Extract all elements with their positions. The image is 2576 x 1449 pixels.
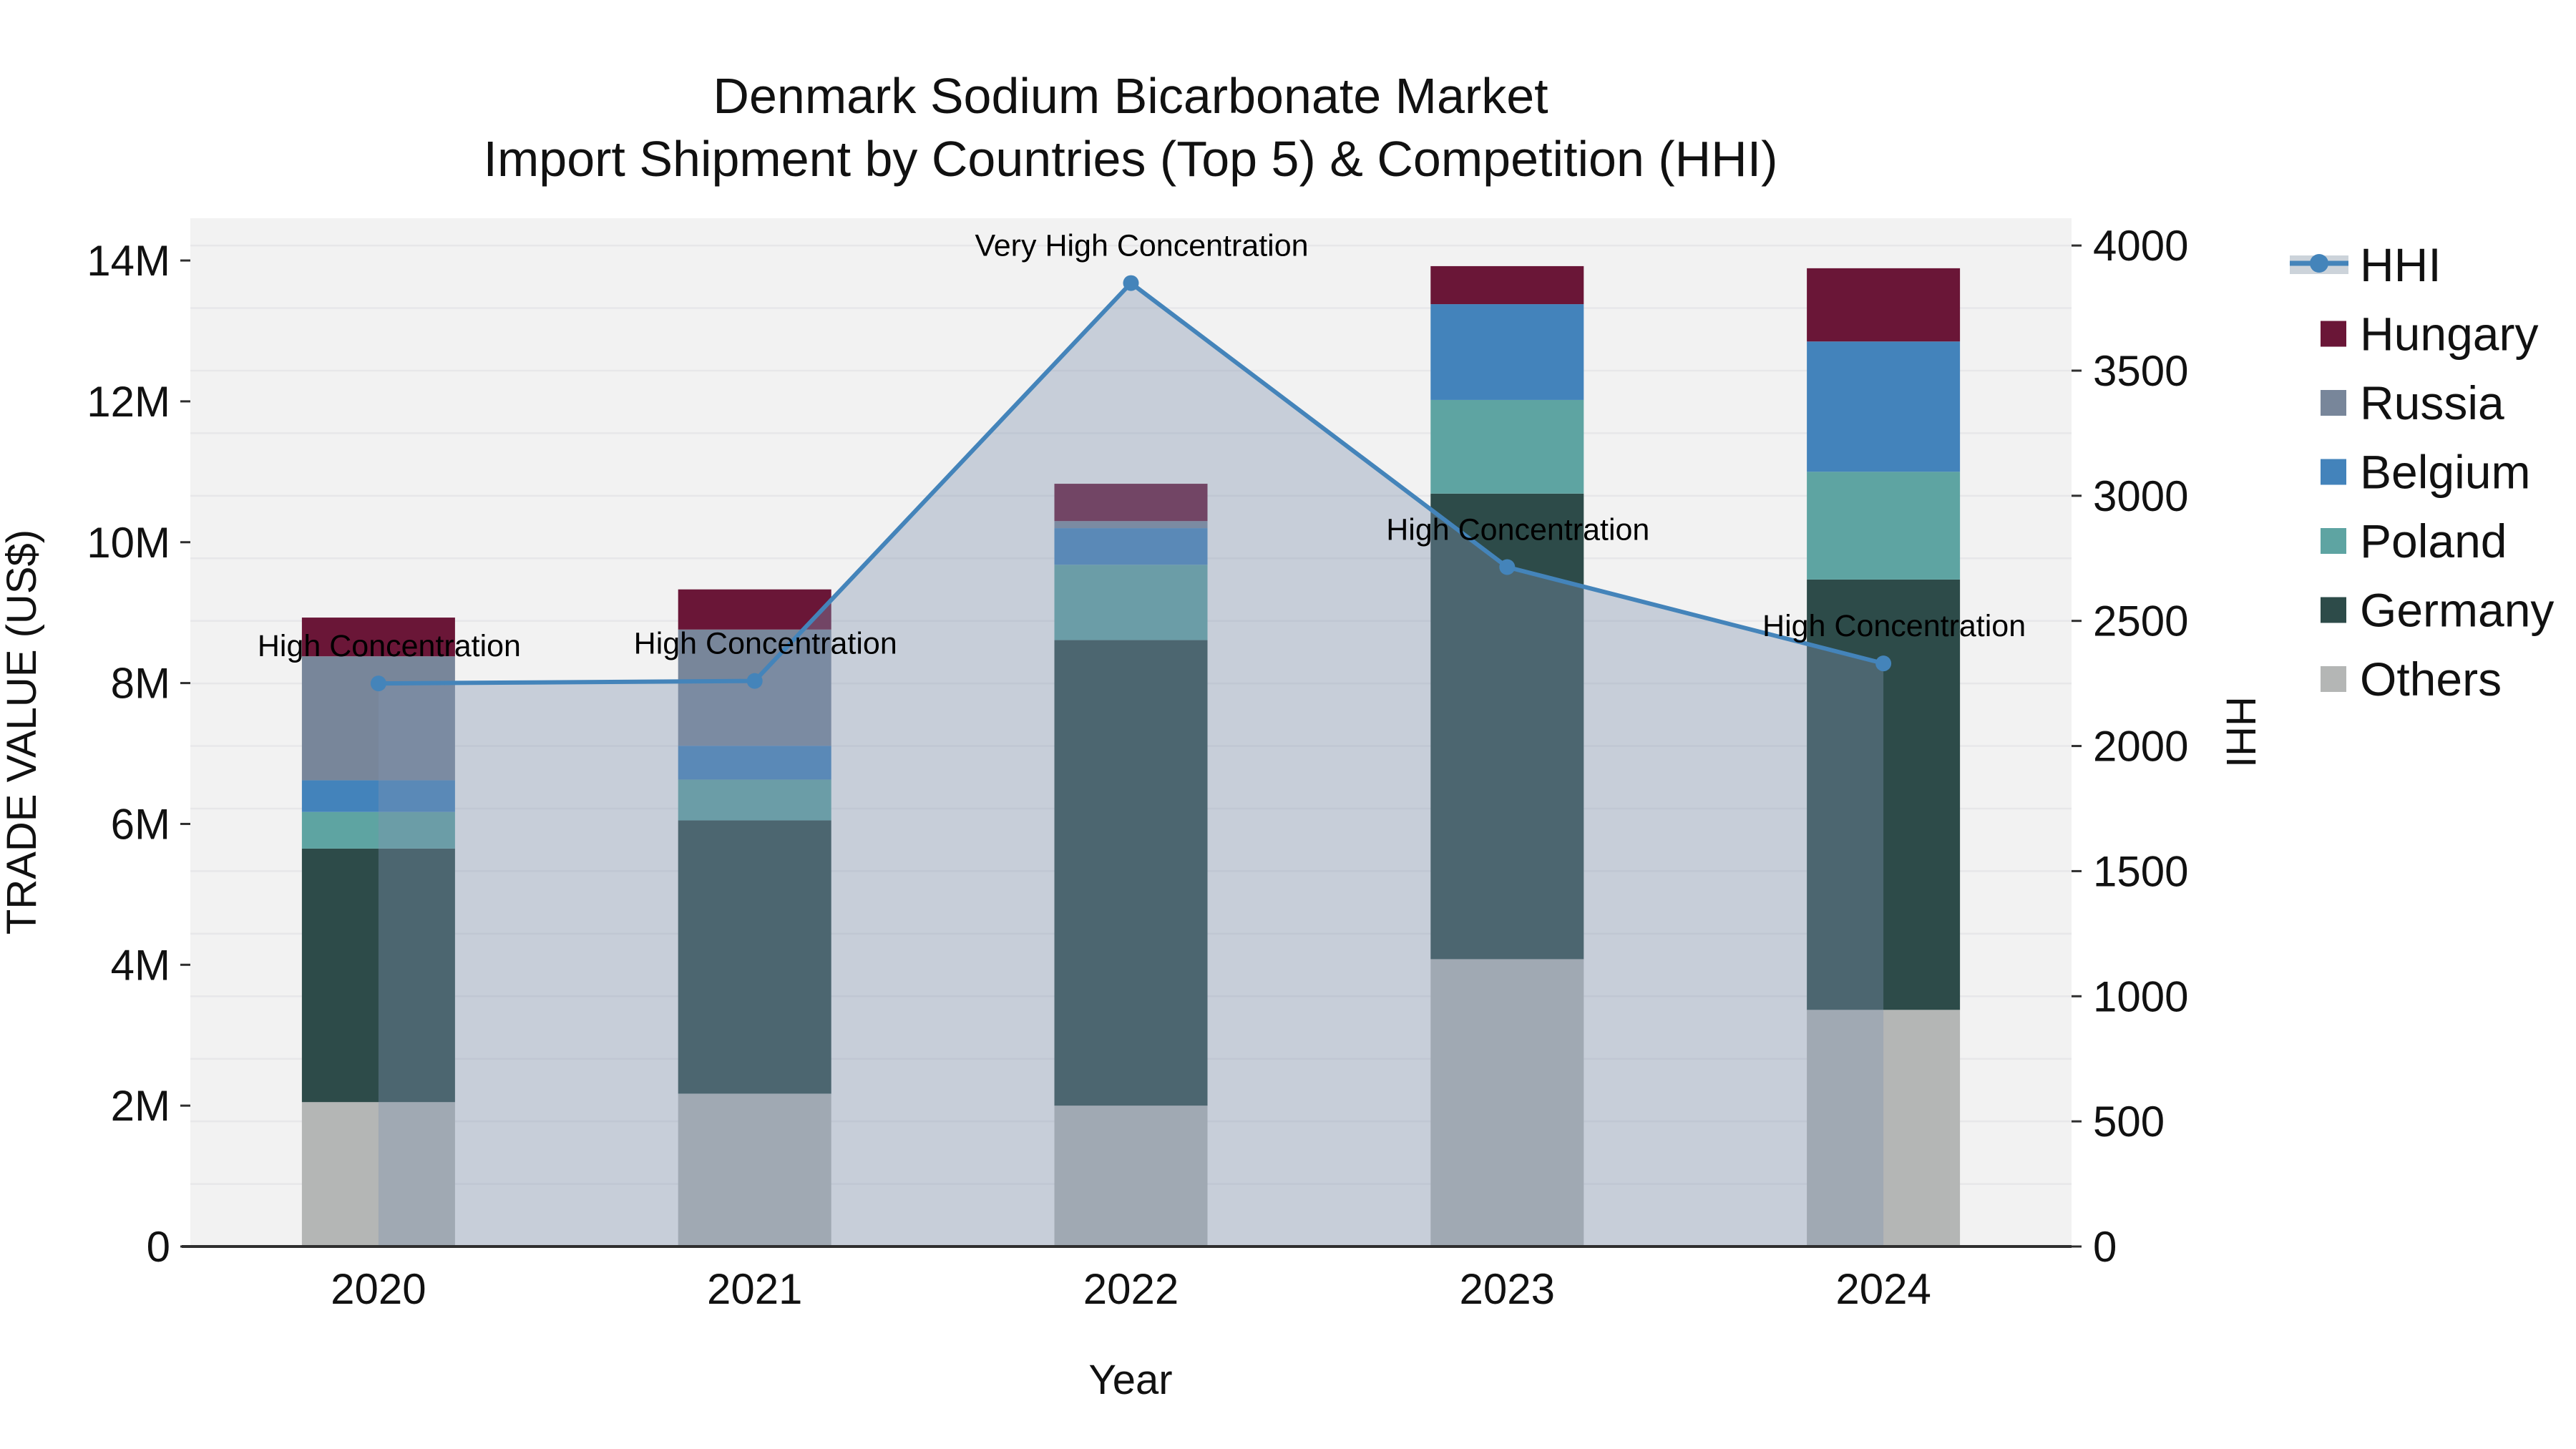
y-axis-title-left: TRADE VALUE (US$) bbox=[0, 530, 45, 935]
bar-segment-germany-2022 bbox=[1054, 640, 1208, 1106]
y-left-tick-label-14M: 14M bbox=[87, 237, 170, 285]
legend-label-others: Others bbox=[2360, 653, 2502, 706]
y-left-tick-label-8M: 8M bbox=[111, 660, 170, 708]
bar-segment-poland-2020 bbox=[301, 811, 455, 849]
bar-segment-hungary-2022 bbox=[1054, 484, 1208, 522]
y-right-tick-label-1000: 1000 bbox=[2093, 972, 2188, 1020]
bar-segment-germany-2020 bbox=[301, 848, 455, 1103]
legend-swatch-others bbox=[2321, 666, 2346, 692]
hhi-marker-2020 bbox=[370, 675, 386, 692]
hhi-marker-2021 bbox=[746, 673, 763, 689]
hhi-marker-2024 bbox=[1875, 655, 1892, 672]
chart-title-line1: Denmark Sodium Bicarbonate Market bbox=[713, 68, 1548, 124]
y-left-tick-label-4M: 4M bbox=[111, 941, 170, 989]
legend-label-poland: Poland bbox=[2360, 514, 2507, 567]
y-right-tick-label-0: 0 bbox=[2093, 1223, 2117, 1271]
y-right-tick-label-2000: 2000 bbox=[2093, 723, 2188, 771]
legend-item-poland: Poland bbox=[2321, 514, 2507, 567]
annotation-2022: Very High Concentration bbox=[975, 229, 1308, 263]
bar-segment-belgium-2020 bbox=[301, 780, 455, 812]
legend-swatch-hhi-marker bbox=[2310, 254, 2328, 273]
bar-segment-hungary-2020 bbox=[301, 618, 455, 657]
legend-label-belgium: Belgium bbox=[2360, 446, 2530, 499]
x-tick-label-2022: 2022 bbox=[1083, 1265, 1179, 1313]
bar-segment-belgium-2024 bbox=[1807, 341, 1961, 472]
legend-label-hhi: HHI bbox=[2360, 238, 2441, 291]
bar-segment-poland-2023 bbox=[1430, 399, 1584, 494]
bar-segment-poland-2024 bbox=[1807, 472, 1961, 580]
legend: HHI Hungary Russia Belgium Poland Germany Othe… bbox=[2290, 238, 2554, 706]
annotation-2023: High Concentration bbox=[1386, 513, 1649, 547]
bar-segment-hungary-2023 bbox=[1430, 265, 1584, 305]
x-tick-label-2024: 2024 bbox=[1835, 1265, 1931, 1313]
chart-text-layer: Denmark Sodium Bicarbonate Market Import… bbox=[0, 68, 2264, 1403]
bar-segment-others-2020 bbox=[301, 1102, 455, 1246]
legend-item-belgium: Belgium bbox=[2321, 446, 2530, 499]
bar-segment-hungary-2021 bbox=[678, 589, 831, 630]
legend-item-germany: Germany bbox=[2321, 584, 2554, 637]
bar-segment-hungary-2024 bbox=[1807, 268, 1961, 342]
annotation-2021: High Concentration bbox=[634, 627, 897, 661]
bar-segment-germany-2021 bbox=[678, 820, 831, 1094]
annotation-2020: High Concentration bbox=[258, 629, 521, 663]
bar-segment-others-2021 bbox=[678, 1093, 831, 1246]
hhi-area-fill bbox=[378, 283, 1884, 1246]
bar-segment-russia-2022 bbox=[1054, 521, 1208, 529]
legend-item-others: Others bbox=[2321, 653, 2502, 706]
y-left-tick-label-6M: 6M bbox=[111, 800, 170, 848]
x-tick-label-2021: 2021 bbox=[707, 1265, 802, 1313]
bar-segment-belgium-2021 bbox=[678, 746, 831, 780]
x-tick-label-2020: 2020 bbox=[331, 1265, 426, 1313]
annotation-2024: High Concentration bbox=[1762, 609, 2026, 643]
legend-label-germany: Germany bbox=[2360, 584, 2554, 637]
y-left-tick-label-0: 0 bbox=[147, 1223, 170, 1271]
y-left-tick-label-2M: 2M bbox=[111, 1082, 170, 1130]
hhi-marker-2023 bbox=[1499, 559, 1516, 575]
legend-item-russia: Russia bbox=[2321, 376, 2504, 429]
legend-swatch-germany bbox=[2321, 597, 2346, 623]
y-left-tick-label-12M: 12M bbox=[87, 378, 170, 426]
y-right-tick-label-500: 500 bbox=[2093, 1098, 2165, 1146]
chart-title-line2: Import Shipment by Countries (Top 5) & C… bbox=[484, 131, 1778, 187]
legend-label-russia: Russia bbox=[2360, 376, 2504, 429]
legend-item-hungary: Hungary bbox=[2321, 308, 2538, 361]
x-axis-title: Year bbox=[1088, 1357, 1172, 1403]
y-left-tick-label-10M: 10M bbox=[87, 519, 170, 567]
bar-segment-others-2023 bbox=[1430, 959, 1584, 1246]
hhi-marker-2022 bbox=[1123, 275, 1139, 291]
x-tick-label-2023: 2023 bbox=[1460, 1265, 1555, 1313]
y-right-tick-label-3500: 3500 bbox=[2093, 347, 2188, 395]
bar-segment-others-2024 bbox=[1807, 1010, 1961, 1246]
plot-area: High Concentration High Concentration Very… bbox=[87, 218, 2188, 1313]
bar-segment-belgium-2023 bbox=[1430, 304, 1584, 400]
legend-swatch-belgium bbox=[2321, 459, 2346, 485]
bar-segment-poland-2022 bbox=[1054, 565, 1208, 640]
y-right-tick-label-4000: 4000 bbox=[2093, 222, 2188, 270]
y-right-tick-label-1500: 1500 bbox=[2093, 847, 2188, 895]
legend-label-hungary: Hungary bbox=[2360, 308, 2538, 361]
legend-item-hhi: HHI bbox=[2290, 238, 2441, 291]
bar-segment-poland-2021 bbox=[678, 779, 831, 821]
legend-swatch-poland bbox=[2321, 528, 2346, 554]
bar-segment-belgium-2022 bbox=[1054, 528, 1208, 565]
y-axis-title-right: HHI bbox=[2218, 696, 2264, 768]
bar-segment-others-2022 bbox=[1054, 1106, 1208, 1246]
y-right-tick-label-3000: 3000 bbox=[2093, 472, 2188, 520]
y-right-tick-label-2500: 2500 bbox=[2093, 597, 2188, 645]
legend-swatch-hungary bbox=[2321, 321, 2346, 347]
legend-swatch-russia bbox=[2321, 390, 2346, 416]
